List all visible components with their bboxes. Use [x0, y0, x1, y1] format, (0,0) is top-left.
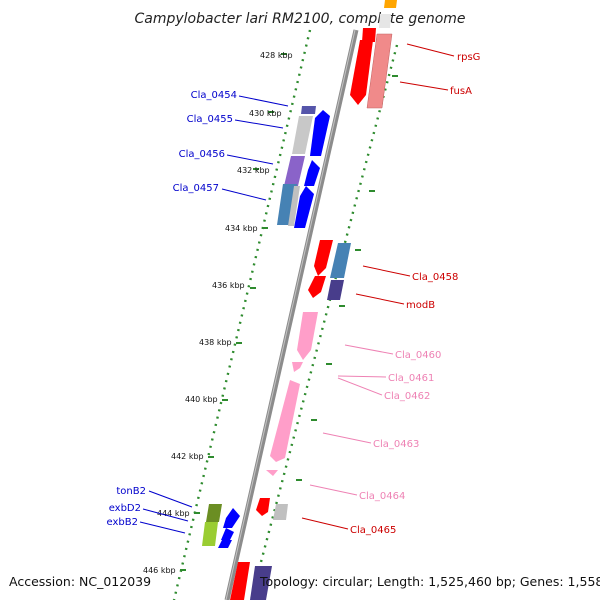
gene-small-white: [379, 14, 391, 28]
tick-marks: [180, 53, 398, 571]
gene-tonB2-fwd: [223, 508, 240, 528]
gene-bottom-purple: [250, 566, 272, 600]
gene-Cla_0455-fwd: [310, 110, 330, 156]
gene-fusA-pair: [366, 33, 393, 109]
gene-Cla_0454: [301, 106, 316, 114]
gene-label-Cla_0460: Cla_0460: [395, 350, 441, 361]
gene-tonB2: [206, 504, 222, 522]
gene-label-exbD2: exbD2: [109, 503, 141, 514]
gene-Cla_0458-pair: [330, 243, 351, 278]
map-title: Campylobacter lari RM2100, complete geno…: [134, 11, 465, 27]
gene-orange: [384, 0, 397, 8]
gene-Cla_0457-fwd: [294, 186, 314, 228]
gene-Cla_0464: [266, 470, 278, 476]
gene-Cla_0463: [270, 380, 300, 462]
gene-Cla_0457-fill: [288, 186, 300, 226]
gene-label-Cla_0454: Cla_0454: [191, 90, 237, 101]
gene-label-Cla_0457: Cla_0457: [173, 183, 219, 194]
gene-exbB2-fwd: [221, 528, 234, 540]
tick-label: 432 kbp: [237, 166, 270, 175]
genome-backbone: [224, 29, 359, 600]
gene-label-Cla_0458: Cla_0458: [412, 272, 458, 283]
right-gene-labels: rpsG fusA Cla_0458 modB Cla_0460 Cla_046…: [350, 52, 480, 536]
gene-fusA: [350, 40, 373, 105]
gene-label-Cla_0455: Cla_0455: [187, 114, 233, 125]
tick-dot-tracks: [172, 29, 399, 600]
gene-Cla_0456: [284, 156, 305, 186]
tick-label: 446 kbp: [143, 566, 176, 575]
gene-label-Cla_0462: Cla_0462: [384, 391, 430, 402]
gene-label-Cla_0464: Cla_0464: [359, 491, 405, 502]
tick-label: 444 kbp: [157, 509, 190, 518]
gene-Cla_0458: [314, 240, 333, 276]
gene-Cla_0461: [292, 362, 303, 372]
gene-Cla_0456-fwd: [304, 160, 320, 186]
gene-rpsG: [362, 28, 376, 42]
gene-label-Cla_0461: Cla_0461: [388, 373, 434, 384]
gene-label-rpsG: rpsG: [457, 52, 480, 63]
tick-label: 438 kbp: [199, 338, 232, 347]
tick-label: 428 kbp: [260, 51, 293, 60]
outer-left-dot-track: [172, 29, 312, 600]
tick-label: 430 kbp: [249, 109, 282, 118]
tick-label: 434 kbp: [225, 224, 258, 233]
gene-label-Cla_0463: Cla_0463: [373, 439, 419, 450]
tick-labels: 428 kbp 430 kbp 432 kbp 434 kbp 436 kbp …: [143, 51, 293, 575]
right-callouts: [301, 43, 455, 530]
gene-label-modB: modB: [406, 300, 435, 311]
genome-backbone-highlight: [225, 29, 356, 600]
gene-label-tonB2: tonB2: [116, 486, 146, 497]
reverse-strand-genes: [202, 0, 397, 600]
gene-Cla_0465-grey: [273, 504, 288, 520]
gene-label-exbB2: exbB2: [107, 517, 138, 528]
left-gene-labels: Cla_0454 Cla_0455 Cla_0456 Cla_0457 tonB…: [107, 90, 237, 528]
gene-label-Cla_0456: Cla_0456: [179, 149, 225, 160]
gene-Cla_0465: [256, 498, 270, 516]
inner-right-dot-track: [249, 44, 399, 600]
gene-Cla_0455: [292, 116, 313, 154]
gene-Cla_0460: [297, 312, 318, 360]
left-callouts: [139, 95, 289, 534]
gene-exbB2-fwd2: [218, 540, 232, 548]
gene-bottom-red: [230, 562, 250, 600]
topology-text: Topology: circular; Length: 1,525,460 bp…: [259, 574, 600, 589]
gene-exbD2: [202, 522, 218, 546]
tick-label: 436 kbp: [212, 281, 245, 290]
gene-modB: [327, 280, 344, 300]
accession-text: Accession: NC_012039: [9, 574, 151, 589]
gene-modB-red: [308, 276, 326, 298]
gene-label-Cla_0465: Cla_0465: [350, 525, 396, 536]
gene-label-fusA: fusA: [450, 86, 472, 97]
tick-label: 442 kbp: [171, 452, 204, 461]
tick-label: 440 kbp: [185, 395, 218, 404]
